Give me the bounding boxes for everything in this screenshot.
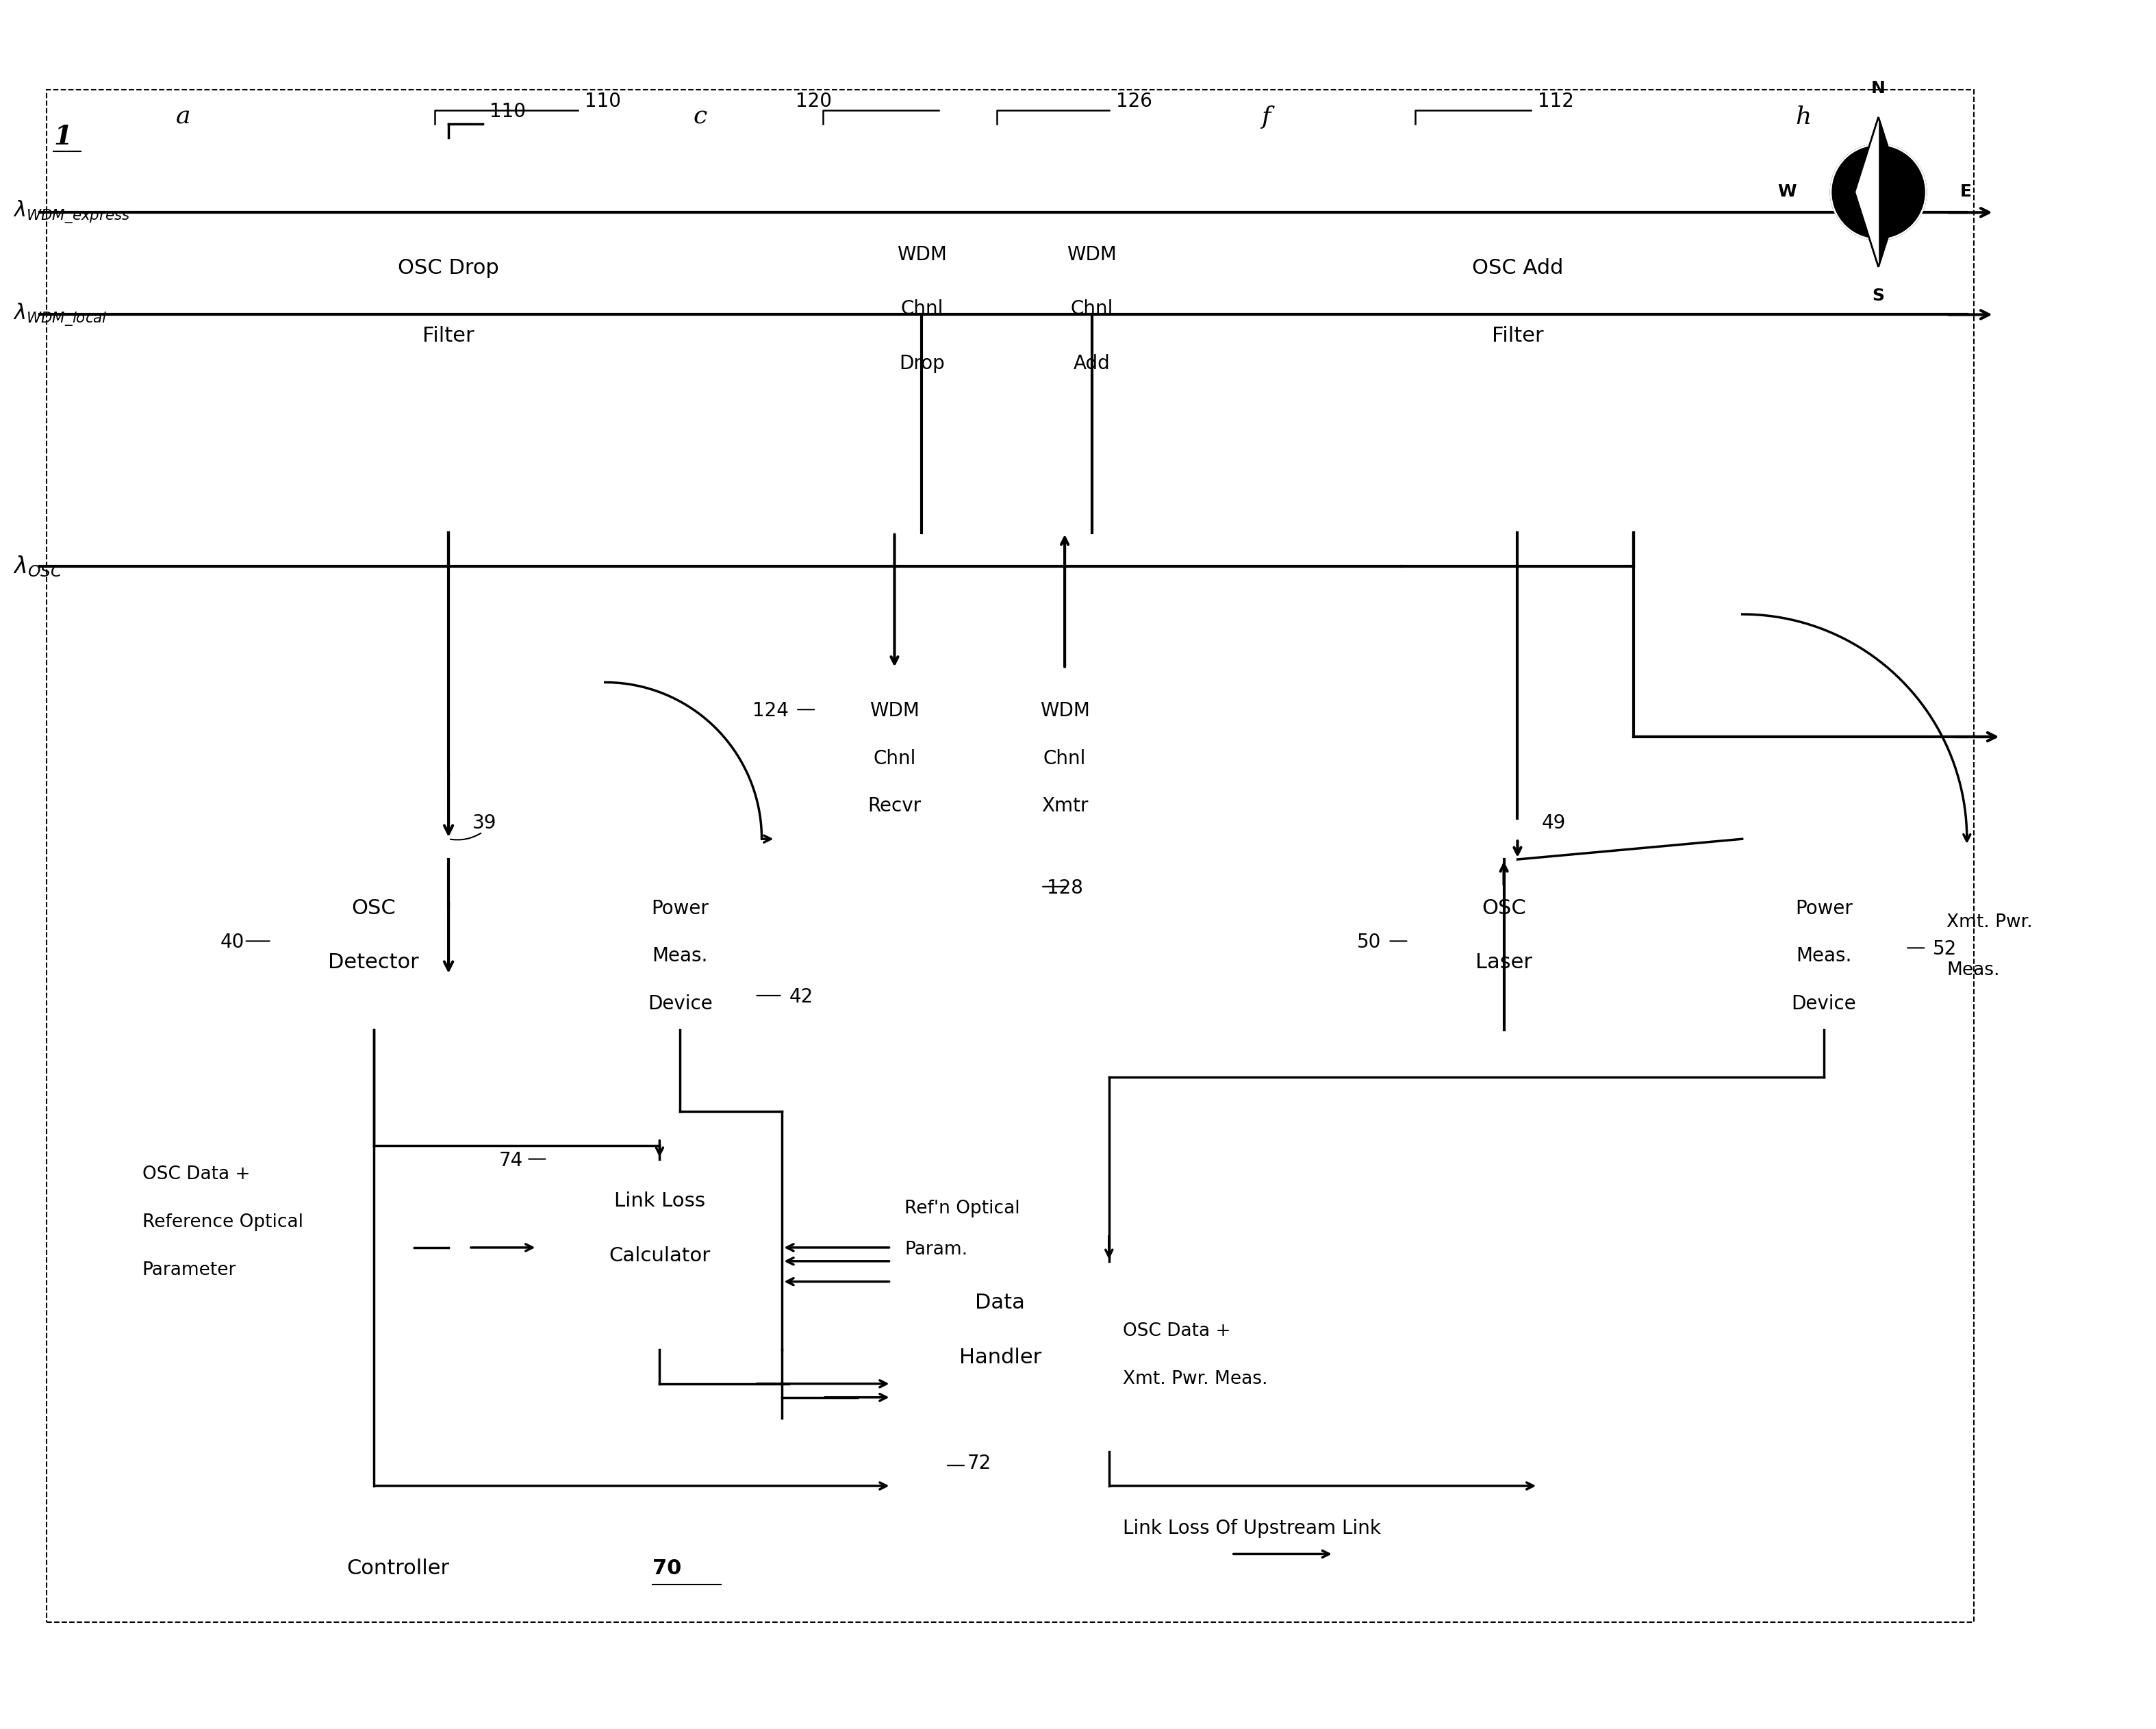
Polygon shape bbox=[1854, 118, 1878, 266]
Text: $\lambda_{WDM\_express}$: $\lambda_{WDM\_express}$ bbox=[13, 199, 129, 225]
Text: Device: Device bbox=[647, 994, 711, 1013]
Text: 110: 110 bbox=[584, 92, 621, 111]
Text: OSC: OSC bbox=[1481, 897, 1526, 918]
Text: E: E bbox=[1960, 183, 1973, 201]
Text: OSC Add: OSC Add bbox=[1473, 258, 1563, 278]
Bar bbox=[108, 97, 332, 771]
Text: 128: 128 bbox=[1046, 878, 1082, 897]
Text: c: c bbox=[694, 105, 707, 128]
Text: Calculator: Calculator bbox=[608, 1247, 709, 1266]
Text: 50: 50 bbox=[1356, 934, 1382, 953]
Text: Recvr: Recvr bbox=[867, 797, 921, 816]
Text: $\lambda_{WDM\_local}$: $\lambda_{WDM\_local}$ bbox=[13, 301, 108, 329]
Text: Meas.: Meas. bbox=[1796, 946, 1852, 967]
Text: Link Loss: Link Loss bbox=[614, 1191, 705, 1210]
Text: OSC Data +: OSC Data + bbox=[142, 1165, 250, 1184]
Text: Parameter: Parameter bbox=[142, 1260, 237, 1279]
Text: Meas.: Meas. bbox=[1947, 961, 1999, 979]
Text: W: W bbox=[1779, 183, 1796, 201]
Text: WDM: WDM bbox=[869, 702, 918, 721]
Text: Data: Data bbox=[975, 1293, 1024, 1312]
FancyBboxPatch shape bbox=[1401, 138, 1634, 533]
Text: 126: 126 bbox=[1117, 92, 1151, 111]
Text: 39: 39 bbox=[472, 814, 496, 833]
Text: Power: Power bbox=[651, 899, 709, 918]
FancyBboxPatch shape bbox=[979, 669, 1149, 873]
Text: Filter: Filter bbox=[1492, 327, 1544, 346]
Text: Detector: Detector bbox=[328, 953, 418, 972]
Text: 112: 112 bbox=[1537, 92, 1574, 111]
Text: Ref'n Optical: Ref'n Optical bbox=[906, 1200, 1020, 1217]
Text: 72: 72 bbox=[968, 1454, 992, 1473]
Text: Chnl: Chnl bbox=[873, 749, 916, 768]
FancyBboxPatch shape bbox=[1729, 839, 1919, 1030]
Text: Reference Optical: Reference Optical bbox=[142, 1214, 304, 1231]
Text: Add: Add bbox=[1074, 354, 1110, 373]
Text: OSC Data +: OSC Data + bbox=[1123, 1323, 1231, 1340]
FancyBboxPatch shape bbox=[244, 1056, 1796, 1587]
FancyBboxPatch shape bbox=[537, 1158, 783, 1350]
Text: OSC: OSC bbox=[351, 897, 397, 918]
Text: Xmt. Pwr.: Xmt. Pwr. bbox=[1947, 915, 2033, 932]
Text: 74: 74 bbox=[500, 1152, 524, 1171]
Bar bbox=[1130, 97, 1401, 771]
FancyBboxPatch shape bbox=[890, 1260, 1108, 1452]
Text: Device: Device bbox=[1792, 994, 1856, 1013]
Text: Controller: Controller bbox=[347, 1558, 448, 1579]
Text: Xmtr: Xmtr bbox=[1041, 797, 1089, 816]
Text: 42: 42 bbox=[789, 987, 813, 1006]
Bar bbox=[47, 90, 1973, 1622]
Text: f: f bbox=[1261, 105, 1270, 128]
Text: OSC Drop: OSC Drop bbox=[399, 258, 498, 278]
Text: Power: Power bbox=[1796, 899, 1852, 918]
Text: Laser: Laser bbox=[1475, 953, 1533, 972]
Text: Xmt. Pwr. Meas.: Xmt. Pwr. Meas. bbox=[1123, 1369, 1268, 1388]
Text: Chnl: Chnl bbox=[1044, 749, 1087, 768]
Text: WDM: WDM bbox=[897, 246, 946, 265]
FancyBboxPatch shape bbox=[1401, 839, 1606, 1030]
FancyBboxPatch shape bbox=[808, 669, 979, 873]
Bar bbox=[565, 97, 837, 771]
Text: Chnl: Chnl bbox=[1072, 299, 1112, 318]
Text: Chnl: Chnl bbox=[901, 299, 942, 318]
Text: Drop: Drop bbox=[899, 354, 944, 373]
FancyBboxPatch shape bbox=[584, 839, 776, 1030]
Text: 49: 49 bbox=[1542, 814, 1565, 833]
FancyBboxPatch shape bbox=[837, 138, 1007, 533]
FancyBboxPatch shape bbox=[1007, 138, 1177, 533]
Circle shape bbox=[1830, 144, 1925, 240]
Text: 110: 110 bbox=[489, 102, 526, 121]
FancyBboxPatch shape bbox=[332, 138, 565, 533]
Text: $\lambda_{OSC}$: $\lambda_{OSC}$ bbox=[13, 555, 63, 579]
Text: S: S bbox=[1871, 287, 1884, 304]
Text: 70: 70 bbox=[653, 1558, 681, 1579]
Text: 52: 52 bbox=[1934, 939, 1958, 960]
Text: 124: 124 bbox=[752, 702, 789, 721]
FancyBboxPatch shape bbox=[265, 839, 483, 1030]
Text: Param.: Param. bbox=[906, 1241, 968, 1259]
Text: a: a bbox=[175, 105, 190, 128]
Text: Filter: Filter bbox=[423, 327, 474, 346]
Text: Handler: Handler bbox=[959, 1347, 1041, 1368]
Text: Link Loss Of Upstream Link: Link Loss Of Upstream Link bbox=[1123, 1518, 1380, 1537]
Text: 40: 40 bbox=[220, 934, 244, 953]
Bar bbox=[1673, 97, 1940, 771]
Text: WDM: WDM bbox=[1067, 246, 1117, 265]
Text: 1: 1 bbox=[54, 124, 71, 150]
Text: h: h bbox=[1796, 105, 1811, 128]
Text: N: N bbox=[1871, 80, 1886, 97]
Text: WDM: WDM bbox=[1039, 702, 1089, 721]
Text: Meas.: Meas. bbox=[651, 946, 707, 967]
Polygon shape bbox=[1878, 118, 1902, 266]
Text: 120: 120 bbox=[796, 92, 832, 111]
